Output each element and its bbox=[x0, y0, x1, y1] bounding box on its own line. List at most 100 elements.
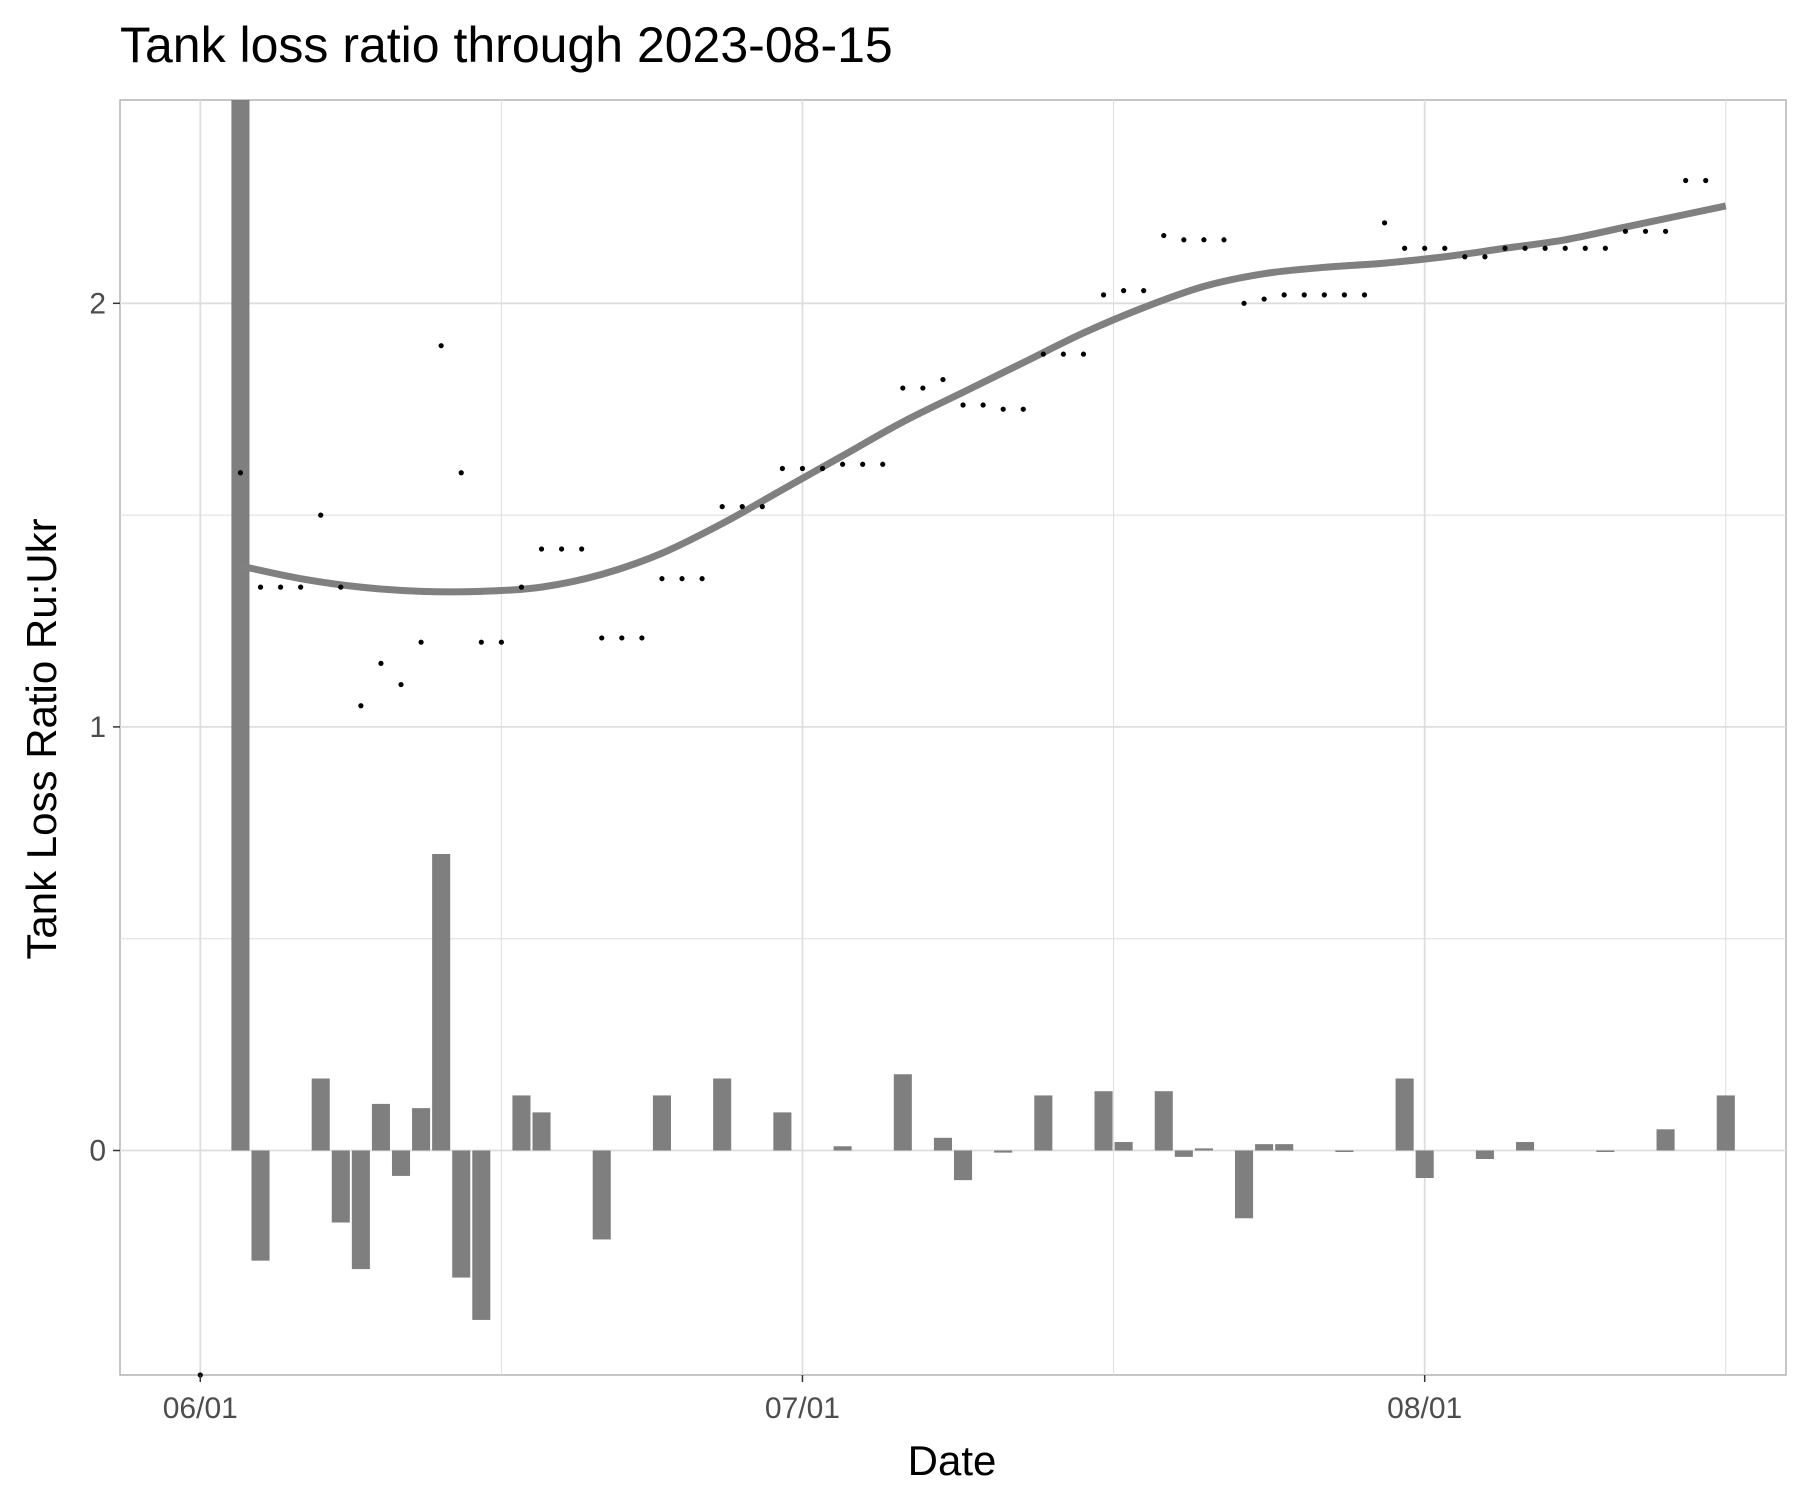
bar-mark bbox=[512, 1095, 531, 1151]
data-point bbox=[277, 584, 284, 590]
bar-mark bbox=[833, 1146, 852, 1151]
data-point bbox=[1562, 245, 1568, 251]
data-point bbox=[338, 584, 344, 590]
data-point bbox=[1402, 245, 1408, 251]
bar-mark bbox=[1255, 1144, 1274, 1151]
bar-mark bbox=[432, 853, 451, 1151]
bar-mark bbox=[652, 1095, 671, 1151]
data-point bbox=[779, 465, 785, 472]
data-point bbox=[1582, 245, 1588, 251]
data-point bbox=[1241, 300, 1247, 306]
data-point bbox=[1281, 292, 1287, 298]
data-point bbox=[599, 635, 605, 641]
bar-mark bbox=[371, 1103, 390, 1151]
data-point bbox=[1542, 245, 1548, 251]
y-tick-label: 2 bbox=[89, 287, 106, 320]
x-tick-label: 08/01 bbox=[1387, 1392, 1462, 1425]
data-point bbox=[478, 639, 484, 645]
bar-mark bbox=[1174, 1150, 1193, 1157]
x-tick-label: 06/01 bbox=[163, 1392, 238, 1425]
data-point bbox=[1100, 292, 1107, 298]
data-point bbox=[458, 470, 464, 476]
bar-mark bbox=[251, 1150, 270, 1261]
data-point bbox=[1301, 292, 1307, 298]
data-point bbox=[318, 512, 324, 518]
bar-mark bbox=[231, 100, 250, 1151]
data-point bbox=[1462, 254, 1468, 260]
bar-mark bbox=[311, 1078, 330, 1151]
data-point bbox=[1000, 406, 1006, 412]
data-point bbox=[1060, 351, 1066, 357]
data-point bbox=[719, 504, 725, 510]
y-axis-title: Tank Loss Ratio Ru:Ukr bbox=[18, 518, 65, 959]
data-point bbox=[1602, 245, 1608, 251]
bar-mark bbox=[1596, 1150, 1615, 1152]
bar-mark bbox=[954, 1150, 973, 1181]
bar-mark bbox=[592, 1150, 611, 1240]
bar-mark bbox=[1516, 1142, 1535, 1151]
bar-mark bbox=[1395, 1078, 1414, 1151]
x-axis-title: Date bbox=[908, 1437, 997, 1484]
data-point bbox=[679, 576, 685, 582]
data-point bbox=[880, 461, 886, 467]
bar-mark bbox=[933, 1137, 952, 1151]
data-point bbox=[619, 635, 625, 641]
data-point bbox=[1381, 220, 1388, 226]
bar-mark bbox=[1154, 1091, 1173, 1151]
bar-mark bbox=[1475, 1150, 1494, 1159]
data-point bbox=[1201, 237, 1207, 243]
bar-mark bbox=[994, 1150, 1013, 1153]
data-point bbox=[418, 639, 424, 645]
bar-mark bbox=[1656, 1129, 1675, 1151]
data-point bbox=[358, 703, 364, 709]
data-point bbox=[237, 470, 244, 476]
data-point bbox=[1141, 288, 1147, 294]
data-point bbox=[1622, 228, 1629, 234]
bar-mark bbox=[1094, 1091, 1113, 1151]
bar-mark bbox=[1415, 1150, 1434, 1179]
data-point bbox=[980, 402, 986, 408]
data-point bbox=[819, 465, 826, 472]
data-point bbox=[940, 376, 946, 383]
bar-mark bbox=[1235, 1150, 1254, 1219]
data-point bbox=[538, 546, 545, 552]
chart-title: Tank loss ratio through 2023-08-15 bbox=[120, 17, 893, 73]
data-point bbox=[1683, 177, 1689, 184]
bar-mark bbox=[412, 1108, 431, 1151]
bar-mark bbox=[1716, 1095, 1735, 1151]
bar-mark bbox=[713, 1078, 732, 1151]
data-point bbox=[1121, 288, 1127, 294]
data-point bbox=[860, 461, 866, 467]
data-point bbox=[1020, 406, 1026, 412]
bar-mark bbox=[472, 1150, 491, 1320]
bar-mark bbox=[773, 1112, 792, 1151]
data-point bbox=[1341, 292, 1348, 298]
data-point bbox=[659, 576, 665, 582]
bar-mark bbox=[893, 1074, 912, 1151]
data-point bbox=[1261, 296, 1267, 302]
data-point bbox=[257, 584, 264, 590]
data-point bbox=[378, 660, 384, 666]
bar-mark bbox=[1114, 1142, 1133, 1151]
data-point bbox=[298, 584, 304, 590]
data-point bbox=[558, 546, 565, 552]
data-point bbox=[1181, 237, 1187, 243]
data-point bbox=[438, 343, 444, 349]
data-point bbox=[1482, 254, 1488, 260]
data-point bbox=[398, 681, 404, 688]
data-point bbox=[1040, 351, 1046, 357]
data-point bbox=[1321, 292, 1327, 298]
data-point bbox=[699, 576, 705, 582]
bar-mark bbox=[391, 1150, 411, 1176]
data-point bbox=[1161, 232, 1167, 239]
bar-mark bbox=[331, 1150, 350, 1223]
data-point bbox=[1442, 245, 1448, 251]
bar-mark bbox=[351, 1150, 370, 1270]
bar-mark bbox=[1275, 1144, 1294, 1151]
data-point bbox=[1361, 292, 1368, 298]
bar-mark bbox=[532, 1112, 551, 1151]
x-tick-label: 07/01 bbox=[765, 1392, 840, 1425]
data-point bbox=[1080, 351, 1087, 357]
data-point bbox=[1642, 228, 1649, 234]
